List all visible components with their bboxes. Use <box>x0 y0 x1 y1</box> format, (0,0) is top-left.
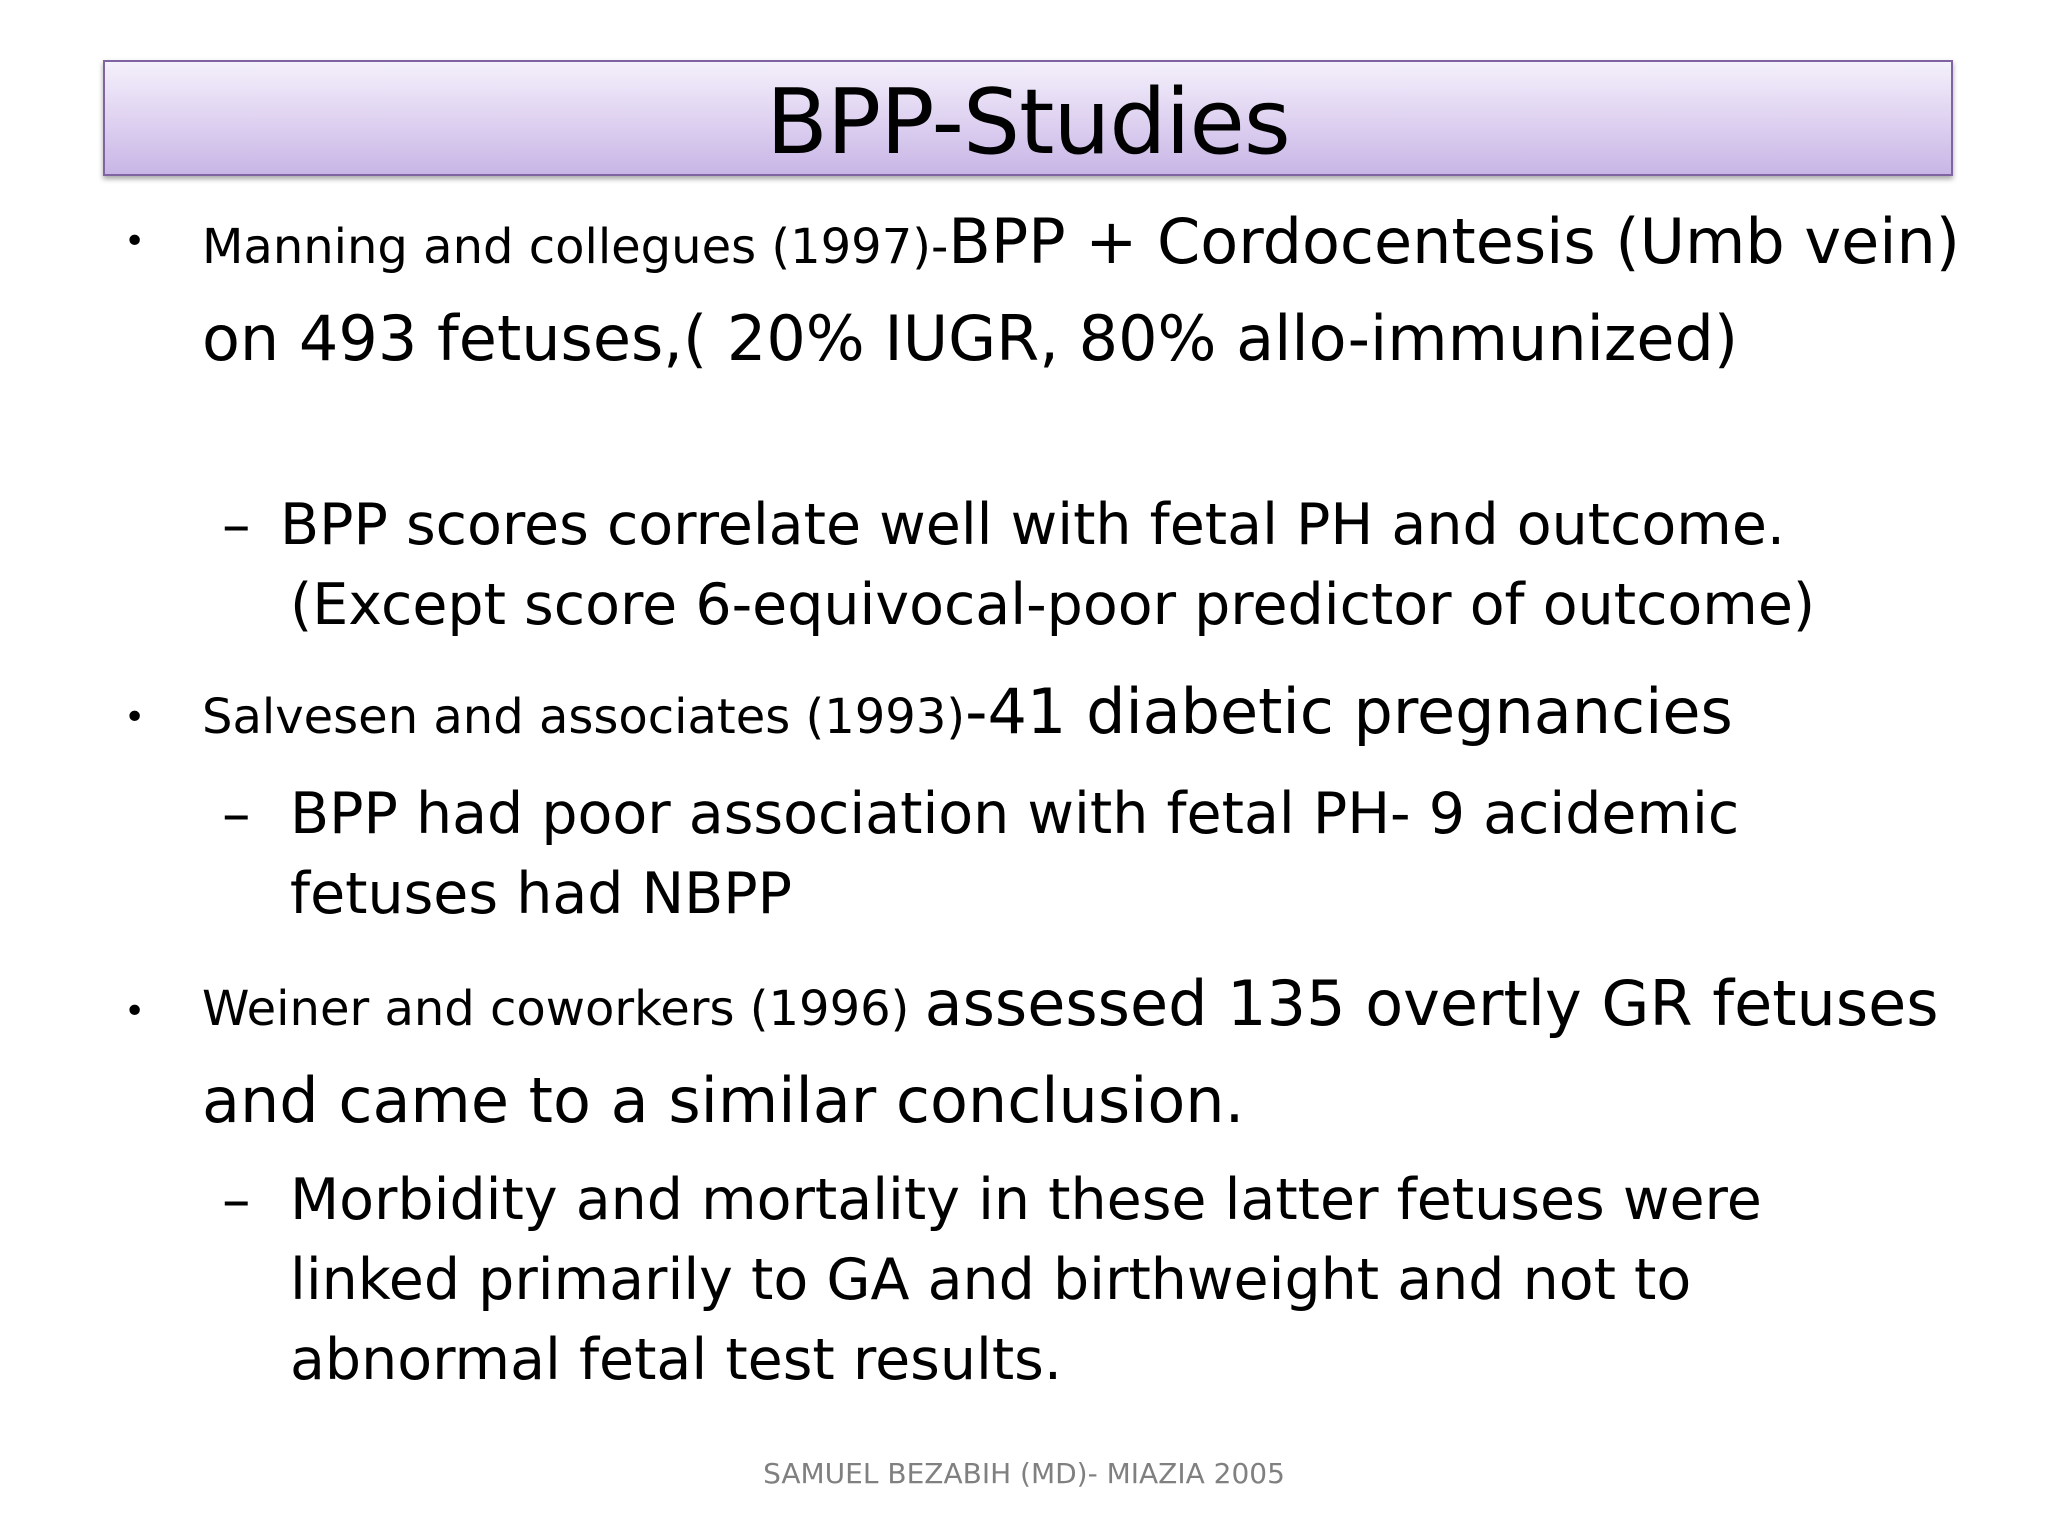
sub-text: BPP had poor association with fetal PH- … <box>290 781 1740 927</box>
slide-title: BPP-Studies <box>766 70 1291 175</box>
dash-icon: – <box>222 781 251 847</box>
bullet-lead: Weiner and coworkers (1996) <box>202 981 925 1037</box>
sub-text: Morbidity and mortality in these latter … <box>290 1167 1762 1393</box>
title-banner: BPP-Studies <box>103 60 1953 176</box>
bullet-item-2: Salvesen and associates (1993)-41 diabet… <box>202 666 1962 763</box>
bullet-icon: • <box>124 697 146 738</box>
bullet-text: BPP + Cordocentesis (Umb vein) on 493 fe… <box>202 205 1960 375</box>
bullet-text: assessed 135 overtly GR fetuses and came… <box>202 967 1939 1137</box>
sub-text: BPP scores correlate well with fetal PH … <box>280 492 1816 638</box>
bullet-lead: Manning and collegues (1997)- <box>202 219 949 275</box>
footer-text: SAMUEL BEZABIH (MD)- MIAZIA 2005 <box>763 1457 1285 1490</box>
sub-item-3: – Morbidity and mortality in these latte… <box>222 1160 1922 1400</box>
bullet-icon: • <box>124 221 146 262</box>
bullet-text: -41 diabetic pregnancies <box>965 675 1733 748</box>
bullet-item-3: Weiner and coworkers (1996) assessed 135… <box>202 958 1962 1147</box>
bullet-item-1: Manning and collegues (1997)-BPP + Cordo… <box>202 196 1962 385</box>
dash-icon: – <box>222 1167 251 1233</box>
bullet-lead: Salvesen and associates (1993) <box>202 689 966 745</box>
dash-icon: – <box>222 492 251 558</box>
sub-item-2: – BPP had poor association with fetal PH… <box>222 774 1922 934</box>
sub-item-1: – BPP scores correlate well with fetal P… <box>222 485 1922 645</box>
bullet-icon: • <box>124 991 146 1032</box>
